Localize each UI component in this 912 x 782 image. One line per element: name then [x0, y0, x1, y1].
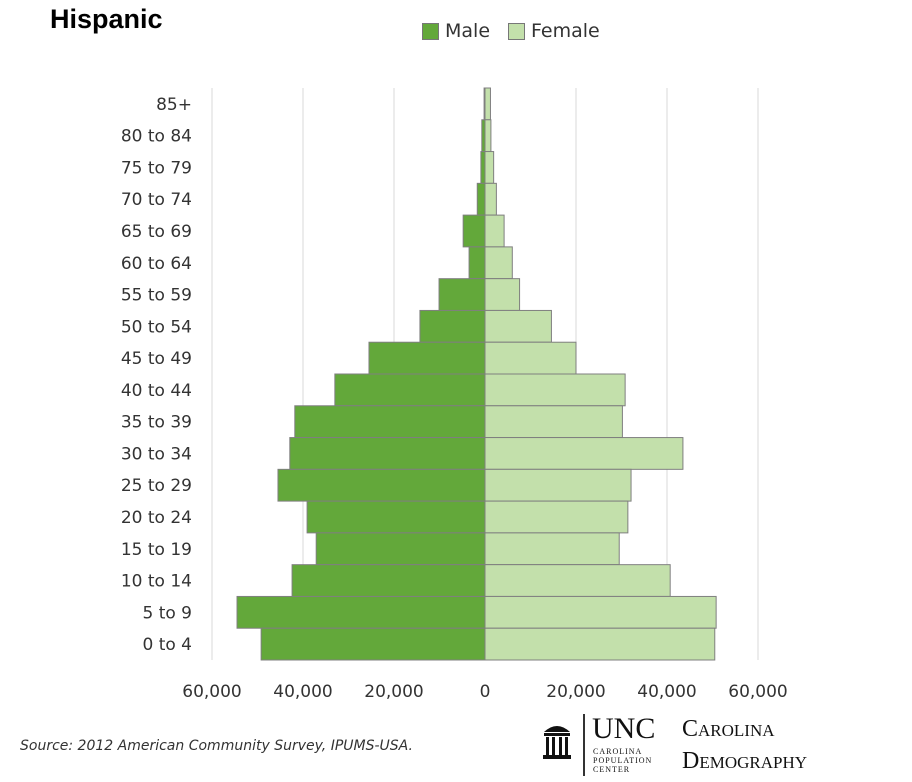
y-tick-label: 25 to 29 [121, 476, 192, 496]
logo-cpc-line-1: CAROLINA [593, 747, 643, 756]
y-tick-label: 10 to 14 [121, 572, 192, 592]
source-note: Source: 2012 American Community Survey, … [20, 738, 413, 754]
bar-female [484, 119, 492, 153]
y-tick-label: 45 to 49 [121, 349, 192, 369]
legend-swatch-male [422, 22, 439, 40]
logo-divider [583, 714, 585, 776]
bar-male [294, 405, 486, 439]
bar-female [484, 182, 497, 216]
logo-demography: Demography [682, 748, 808, 774]
bar-female [484, 564, 671, 597]
bar-male [476, 182, 486, 216]
y-tick-label: 65 to 69 [121, 222, 192, 242]
bar-female [484, 341, 577, 375]
old-well-icon [543, 726, 571, 759]
y-tick-label: 70 to 74 [121, 190, 192, 210]
logo-cpc-line-2: POPULATION [593, 756, 653, 765]
bar-female [484, 437, 684, 470]
bar-female [484, 278, 521, 311]
chart-title: Hispanic [50, 4, 163, 34]
y-tick-label: 80 to 84 [121, 127, 192, 147]
x-tick-label: 0 [480, 682, 491, 702]
y-tick-label: 5 to 9 [142, 603, 192, 623]
logo-unc: UNC [592, 712, 656, 745]
y-tick-label: 30 to 34 [121, 444, 192, 464]
carolina-demography-logo: UNC CAROLINA POPULATION CENTER Carolina … [540, 714, 900, 778]
bar-male [289, 437, 486, 470]
y-tick-label: 50 to 54 [121, 317, 192, 337]
y-tick-label: 60 to 64 [121, 254, 192, 274]
bar-female [484, 87, 491, 121]
bar-male [438, 278, 486, 311]
x-tick-label: 60,000 [182, 682, 241, 702]
bar-female [484, 595, 717, 629]
plot-area: 60,000 40,000 20,000 0 20,000 40,000 60,000 85+… [121, 87, 788, 702]
legend-item-female: Female [508, 20, 600, 42]
x-tick-label: 40,000 [273, 682, 332, 702]
y-tick-label: 35 to 39 [121, 413, 192, 433]
legend-label-male: Male [445, 20, 491, 42]
bar-male [236, 595, 486, 629]
x-tick-label: 20,000 [546, 682, 605, 702]
bar-male [480, 151, 486, 184]
y-tick-label: 75 to 79 [121, 158, 192, 178]
bar-female [484, 373, 626, 407]
logo-cpc-line-3: CENTER [593, 765, 631, 774]
bar-female [484, 214, 505, 248]
y-tick-label: 55 to 59 [121, 286, 192, 306]
bar-male [291, 564, 486, 597]
x-tick-label: 60,000 [728, 682, 787, 702]
bar-female [484, 468, 632, 502]
y-tick-label: 40 to 44 [121, 381, 192, 401]
legend-label-female: Female [531, 20, 600, 42]
bar-male [462, 214, 486, 248]
y-tick-label: 15 to 19 [121, 540, 192, 560]
logo-carolina: Carolina [682, 716, 775, 742]
legend-swatch-female [508, 22, 526, 40]
x-tick-label: 20,000 [364, 682, 423, 702]
legend-item-male: Male [422, 20, 490, 42]
bar-female [484, 246, 513, 280]
x-tick-label: 40,000 [637, 682, 696, 702]
bar-male [419, 309, 486, 343]
bar-male [334, 373, 486, 407]
bar-male [468, 246, 486, 280]
y-tick-label: 85+ [156, 95, 192, 115]
bar-male [260, 627, 486, 661]
bar-female [484, 627, 716, 661]
bar-male [306, 500, 486, 534]
y-tick-label: 20 to 24 [121, 508, 192, 528]
bar-female [484, 309, 552, 343]
bar-female [484, 532, 620, 566]
y-tick-label: 0 to 4 [142, 635, 192, 655]
bar-female [484, 405, 623, 439]
bar-female [484, 500, 629, 534]
bar-male [368, 341, 486, 375]
bar-male [277, 468, 486, 502]
legend: Male Female [422, 20, 600, 42]
bar-male [315, 532, 486, 566]
bar-female [484, 151, 495, 184]
